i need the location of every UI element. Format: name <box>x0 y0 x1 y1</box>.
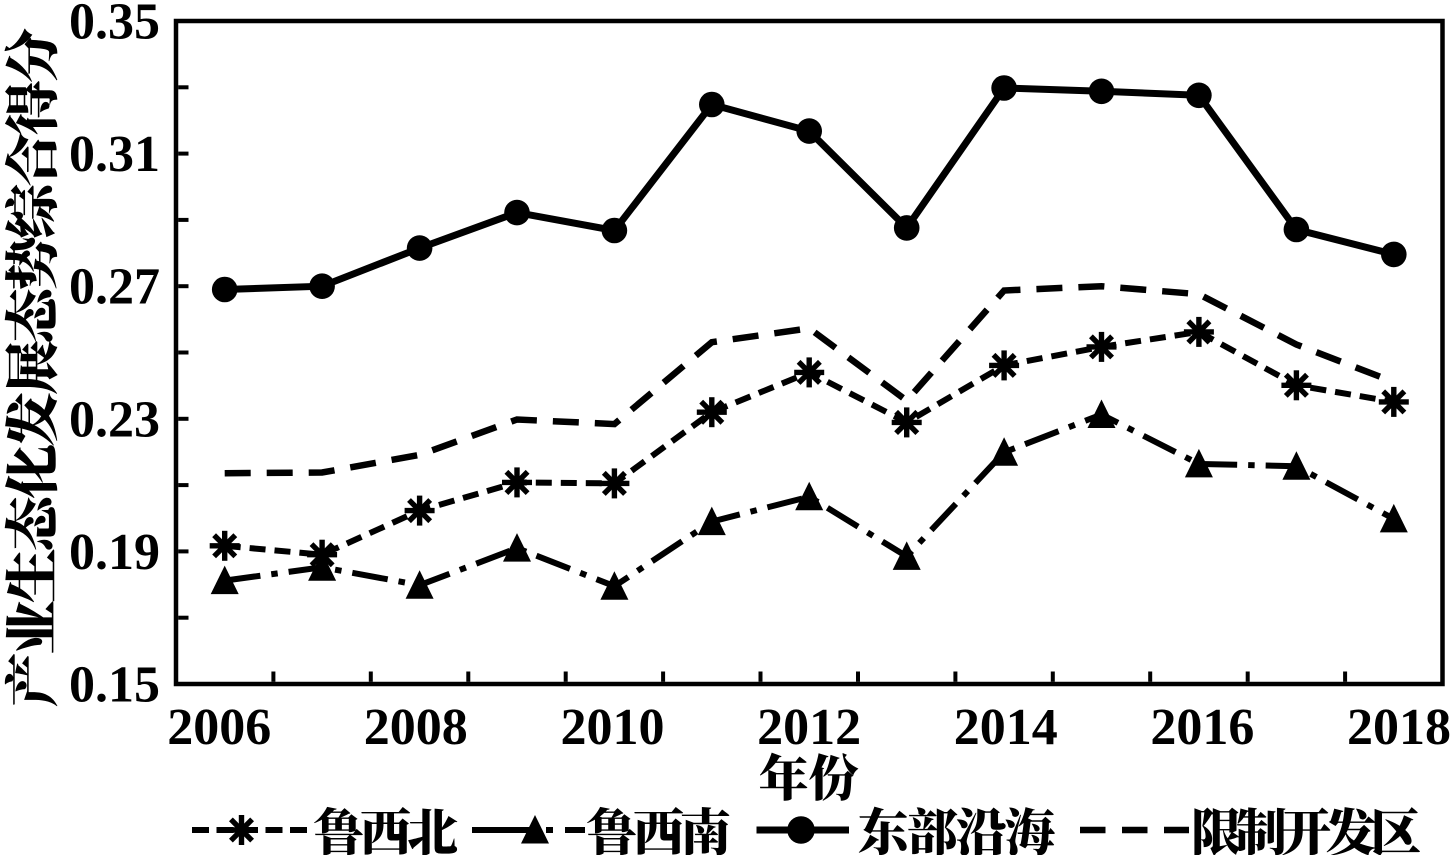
svg-text:0.15: 0.15 <box>69 657 160 714</box>
svg-text:2014: 2014 <box>954 699 1058 756</box>
svg-text:0.19: 0.19 <box>69 524 160 581</box>
svg-text:2016: 2016 <box>1150 699 1254 756</box>
svg-text:2012: 2012 <box>757 699 861 756</box>
svg-text:0.31: 0.31 <box>69 126 160 183</box>
svg-text:2008: 2008 <box>364 699 468 756</box>
svg-text:2010: 2010 <box>561 699 665 756</box>
svg-text:0.35: 0.35 <box>69 0 160 51</box>
svg-text:2006: 2006 <box>167 699 271 756</box>
svg-text:0.27: 0.27 <box>69 259 160 316</box>
svg-text:0.23: 0.23 <box>69 391 160 448</box>
svg-text:2018: 2018 <box>1347 699 1451 756</box>
